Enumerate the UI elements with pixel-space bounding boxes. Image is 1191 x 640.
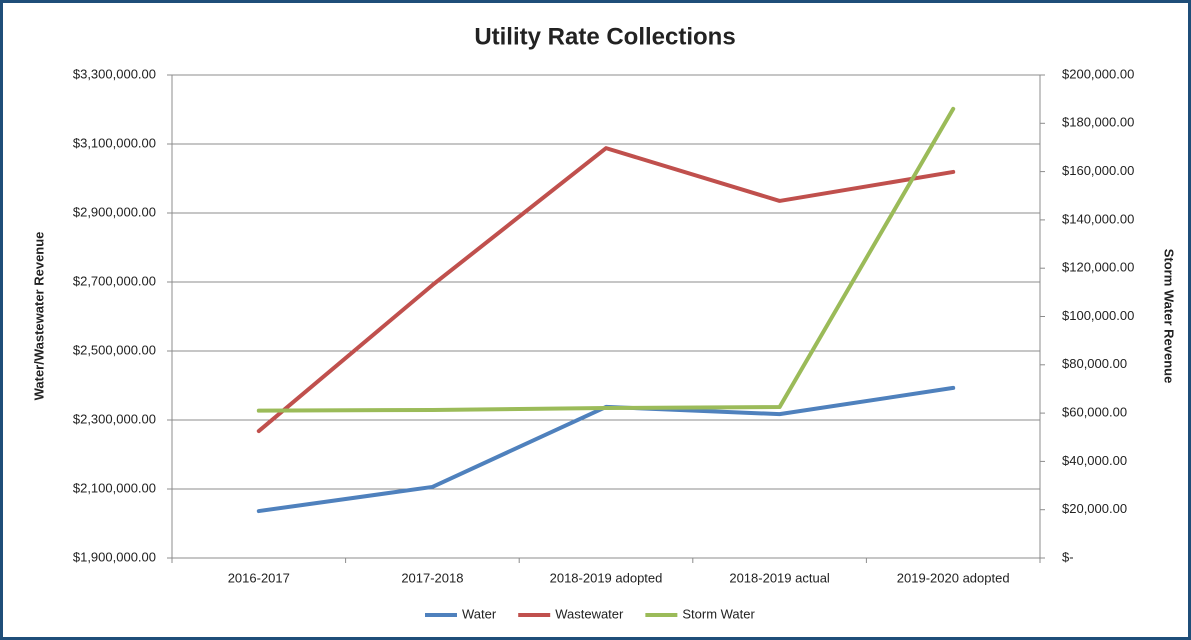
- legend-label: Storm Water: [682, 606, 755, 621]
- legend-label: Wastewater: [555, 606, 624, 621]
- y-tick-label: $1,900,000.00: [73, 549, 156, 564]
- y-tick-label: $2,900,000.00: [73, 204, 156, 219]
- y-tick-label: $2,700,000.00: [73, 273, 156, 288]
- y2-tick-label: $200,000.00: [1062, 66, 1134, 81]
- legend-label: Water: [462, 606, 497, 621]
- y-tick-label: $2,500,000.00: [73, 342, 156, 357]
- y2-tick-label: $-: [1062, 549, 1074, 564]
- y2-tick-label: $180,000.00: [1062, 115, 1134, 130]
- y2-tick-label: $80,000.00: [1062, 356, 1127, 371]
- y2-tick-label: $160,000.00: [1062, 163, 1134, 178]
- x-tick-label: 2019-2020 adopted: [897, 570, 1010, 585]
- y2-axis-title: Storm Water Revenue: [1162, 249, 1177, 384]
- y2-tick-label: $140,000.00: [1062, 211, 1134, 226]
- y2-tick-label: $120,000.00: [1062, 260, 1134, 275]
- y-tick-label: $3,100,000.00: [73, 135, 156, 150]
- y-axis-title: Water/Wastewater Revenue: [31, 232, 46, 401]
- series-line: [256, 106, 956, 413]
- x-tick-label: 2018-2019 actual: [729, 570, 830, 585]
- y2-tick-label: $60,000.00: [1062, 405, 1127, 420]
- y2-tick-label: $100,000.00: [1062, 308, 1134, 323]
- x-tick-label: 2016-2017: [228, 570, 290, 585]
- series-line: [256, 146, 956, 434]
- x-tick-label: 2017-2018: [401, 570, 463, 585]
- y-tick-label: $2,300,000.00: [73, 411, 156, 426]
- chart-title: Utility Rate Collections: [474, 23, 735, 50]
- y2-tick-label: $20,000.00: [1062, 501, 1127, 516]
- y2-tick-label: $40,000.00: [1062, 453, 1127, 468]
- y-tick-label: $3,300,000.00: [73, 66, 156, 81]
- x-tick-label: 2018-2019 adopted: [550, 570, 663, 585]
- y-tick-label: $2,100,000.00: [73, 480, 156, 495]
